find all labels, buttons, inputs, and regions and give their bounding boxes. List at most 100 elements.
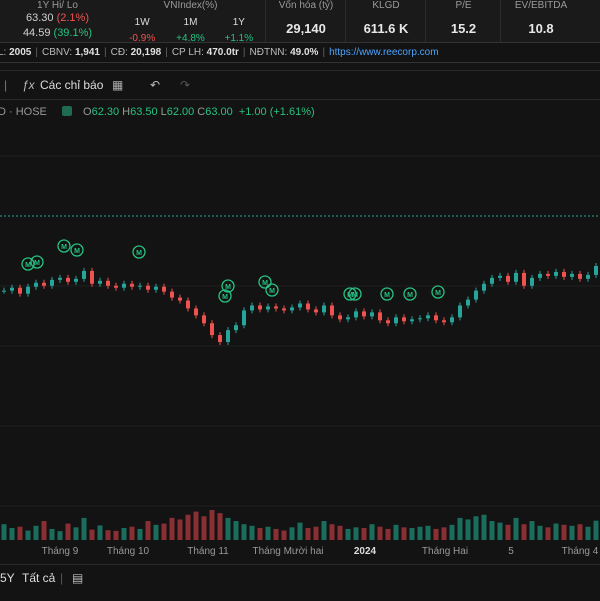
candle-body	[530, 277, 534, 286]
volume-bar	[249, 525, 255, 540]
metric-value: 29,140	[286, 21, 326, 36]
hi-pct: (2.1%)	[56, 12, 89, 24]
info-bar: L: 2005 | CBNV: 1,941 | CĐ: 20,198 | CP LH: 47…	[0, 44, 600, 63]
marker-icon	[265, 283, 279, 297]
marker-icon	[431, 285, 445, 299]
candle-body	[482, 283, 486, 291]
candle-body	[66, 277, 70, 282]
candle-body	[474, 290, 478, 300]
eye-icon[interactable]	[61, 106, 72, 116]
volume-bar	[49, 528, 55, 540]
candle-body	[330, 305, 334, 316]
marker-label: M	[435, 290, 441, 297]
marker-label: M	[407, 292, 413, 299]
info-label: CĐ:	[110, 47, 128, 58]
marker-label: M	[225, 284, 231, 291]
marker-icon	[403, 287, 417, 301]
volume-bar	[473, 516, 479, 540]
separator: |	[165, 47, 168, 58]
volume-bar	[361, 528, 367, 540]
candle-body	[298, 303, 302, 308]
candle-body	[242, 310, 246, 326]
volume-bar	[577, 524, 583, 540]
info-label: L:	[0, 47, 7, 58]
volume-bar	[505, 524, 511, 540]
volume-bar	[281, 530, 287, 540]
volume-bar	[313, 526, 319, 540]
marker-icon	[258, 275, 272, 289]
x-tick-label: Tháng 9	[42, 546, 79, 557]
website-link[interactable]: https://www.reecorp.com	[329, 47, 439, 58]
marker-label: M	[347, 292, 353, 299]
volume-bar	[201, 516, 207, 540]
metric: KLGD 611.6 K	[345, 0, 426, 42]
candle-body	[266, 306, 270, 310]
marker-label: M	[269, 288, 275, 295]
volume-bar	[9, 528, 15, 540]
volume-bar	[57, 531, 63, 540]
candle-body	[306, 303, 310, 310]
candle-body	[546, 273, 550, 276]
volume-bar	[17, 526, 23, 540]
label: 1Y Hi/ Lo	[37, 0, 78, 11]
volume-bar	[233, 521, 239, 540]
volume-bar	[185, 514, 191, 540]
volume-bar	[569, 525, 575, 540]
info-value: 2005	[9, 47, 32, 58]
layout-icon[interactable]: ▦	[112, 78, 124, 92]
candle-body	[282, 308, 286, 311]
undo-icon[interactable]: ↶	[150, 78, 161, 92]
candle-body	[370, 312, 374, 317]
marker-icon	[30, 255, 44, 269]
marker-icon	[21, 257, 35, 271]
volume-bar	[89, 529, 95, 540]
lo: 44.59	[22, 27, 51, 39]
volume-bar	[169, 517, 175, 540]
candle-body	[10, 287, 14, 291]
divider: |	[4, 78, 8, 92]
marker-icon	[348, 287, 362, 301]
candle-body	[106, 280, 110, 286]
separator: |	[35, 47, 38, 58]
volume-bar	[529, 521, 535, 540]
candle-body	[202, 315, 206, 324]
change: +1.00 (+1.61%)	[238, 106, 315, 118]
volume-bar	[385, 528, 391, 540]
candle-body	[250, 305, 254, 311]
redo-icon[interactable]: ↷	[180, 78, 191, 92]
candle-body	[210, 323, 214, 336]
candle-body	[466, 299, 470, 306]
separator: |	[322, 47, 326, 58]
candle-body	[186, 300, 190, 309]
volume-bar	[497, 522, 503, 540]
volume-bar	[449, 524, 455, 540]
range-5y[interactable]: 5Y	[0, 571, 15, 585]
candle-body	[450, 317, 454, 323]
candle-body	[98, 280, 102, 284]
candle-body	[418, 318, 422, 320]
marker-label: M	[34, 260, 40, 267]
volume-bar	[137, 528, 143, 540]
volume-bar	[545, 527, 551, 540]
candle-body	[122, 283, 126, 288]
candle-body	[394, 317, 398, 324]
volume-bar	[25, 530, 31, 540]
volume-bar	[513, 517, 519, 540]
indicators-button[interactable]: Các chỉ báo	[40, 78, 104, 92]
x-tick-label: 2024	[354, 546, 377, 557]
period-change: +4.8%	[176, 33, 205, 44]
candle-body	[498, 275, 502, 278]
volume-bar	[1, 524, 7, 540]
volume-bar	[289, 527, 295, 540]
volume-bar	[209, 510, 215, 540]
candle-body	[506, 275, 510, 282]
candle-body	[554, 271, 558, 276]
volume-bar	[297, 522, 303, 540]
range-all[interactable]: Tất cả	[22, 571, 56, 585]
volume-bar	[393, 524, 399, 540]
candle-body	[74, 278, 78, 282]
lo-pct: (39.1%)	[53, 27, 93, 39]
volume-bar	[145, 521, 151, 540]
date-range-icon[interactable]: ▤	[72, 571, 84, 585]
metric-label: Vốn hóa (tỷ)	[278, 0, 334, 11]
